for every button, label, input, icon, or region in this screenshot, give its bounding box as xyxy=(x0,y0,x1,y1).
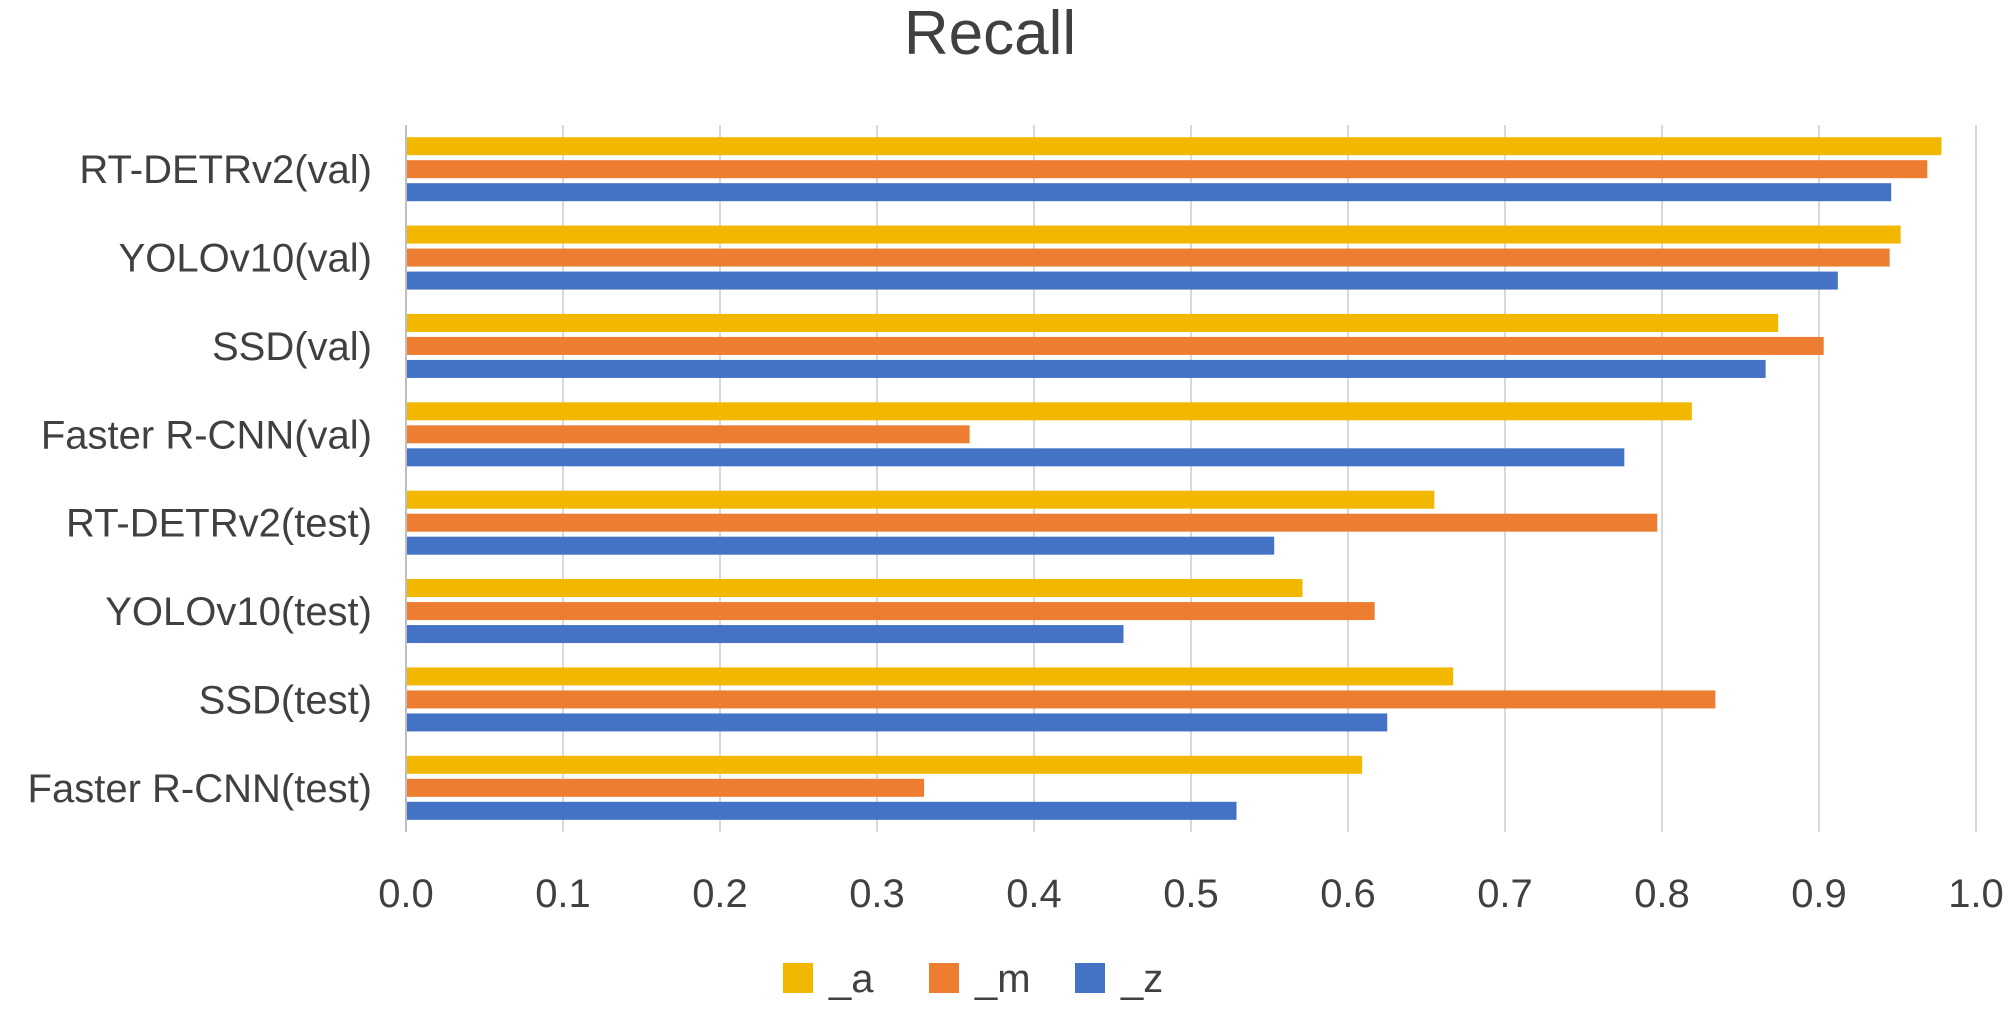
category-label: RT-DETRv2(val) xyxy=(79,148,372,192)
x-tick-label: 1.0 xyxy=(1948,872,2004,916)
bar-group xyxy=(407,402,1692,467)
bar-z-1 xyxy=(407,271,1838,290)
bar-z-2 xyxy=(407,359,1766,378)
bars xyxy=(407,137,1942,820)
bar-m-1 xyxy=(407,248,1890,267)
legend-swatch xyxy=(1075,963,1105,993)
bar-a-6 xyxy=(407,667,1454,686)
bar-z-5 xyxy=(407,625,1124,644)
bar-a-1 xyxy=(407,225,1901,244)
bar-m-2 xyxy=(407,336,1824,355)
bar-a-7 xyxy=(407,755,1363,774)
x-tick-label: 0.4 xyxy=(1006,872,1062,916)
x-tick-label: 0.2 xyxy=(692,872,748,916)
bar-group xyxy=(407,579,1375,644)
bar-group xyxy=(407,755,1363,820)
category-label: YOLOv10(test) xyxy=(105,590,372,634)
bar-z-0 xyxy=(407,183,1892,202)
bar-group xyxy=(407,313,1824,378)
bar-m-7 xyxy=(407,778,925,797)
bar-a-0 xyxy=(407,137,1942,156)
x-tick-label: 0.0 xyxy=(378,872,434,916)
category-label: SSD(val) xyxy=(212,325,372,369)
category-label: Faster R-CNN(val) xyxy=(41,413,372,457)
bar-z-7 xyxy=(407,801,1237,820)
x-tick-label: 0.9 xyxy=(1791,872,1847,916)
legend-label: _a xyxy=(828,957,874,1001)
legend: _a _m _z xyxy=(783,957,1163,1001)
bar-group xyxy=(407,225,1901,290)
bar-m-5 xyxy=(407,602,1375,621)
x-tick-label: 0.3 xyxy=(849,872,905,916)
x-tick-label: 0.5 xyxy=(1163,872,1219,916)
bar-z-6 xyxy=(407,713,1388,732)
bar-group xyxy=(407,137,1942,202)
bar-a-5 xyxy=(407,579,1303,598)
bar-group xyxy=(407,490,1658,555)
x-tick-labels: 0.0 0.1 0.2 0.3 0.4 0.5 0.6 0.7 0.8 0.9 1.0 xyxy=(378,872,2004,916)
bar-z-3 xyxy=(407,448,1625,467)
chart-title: Recall xyxy=(904,0,1076,68)
x-tick-label: 0.1 xyxy=(535,872,591,916)
x-tick-label: 0.8 xyxy=(1634,872,1690,916)
bar-m-4 xyxy=(407,513,1658,532)
category-label: RT-DETRv2(test) xyxy=(66,502,372,546)
category-label: Faster R-CNN(test) xyxy=(28,767,372,811)
category-label: SSD(test) xyxy=(199,678,372,722)
bar-a-2 xyxy=(407,313,1779,332)
bar-m-6 xyxy=(407,690,1716,709)
x-tick-label: 0.6 xyxy=(1320,872,1376,916)
legend-label: _m xyxy=(974,957,1031,1001)
category-labels: RT-DETRv2(val) YOLOv10(val) SSD(val) Faster… xyxy=(28,148,372,811)
x-tick-label: 0.7 xyxy=(1477,872,1533,916)
bar-a-3 xyxy=(407,402,1692,421)
bar-a-4 xyxy=(407,490,1435,509)
bar-m-3 xyxy=(407,425,970,444)
bar-m-0 xyxy=(407,160,1928,179)
legend-swatch xyxy=(783,963,813,993)
bar-group xyxy=(407,667,1716,732)
category-label: YOLOv10(val) xyxy=(119,237,372,281)
legend-swatch xyxy=(929,963,959,993)
bar-z-4 xyxy=(407,536,1275,555)
legend-label: _z xyxy=(1120,957,1163,1001)
